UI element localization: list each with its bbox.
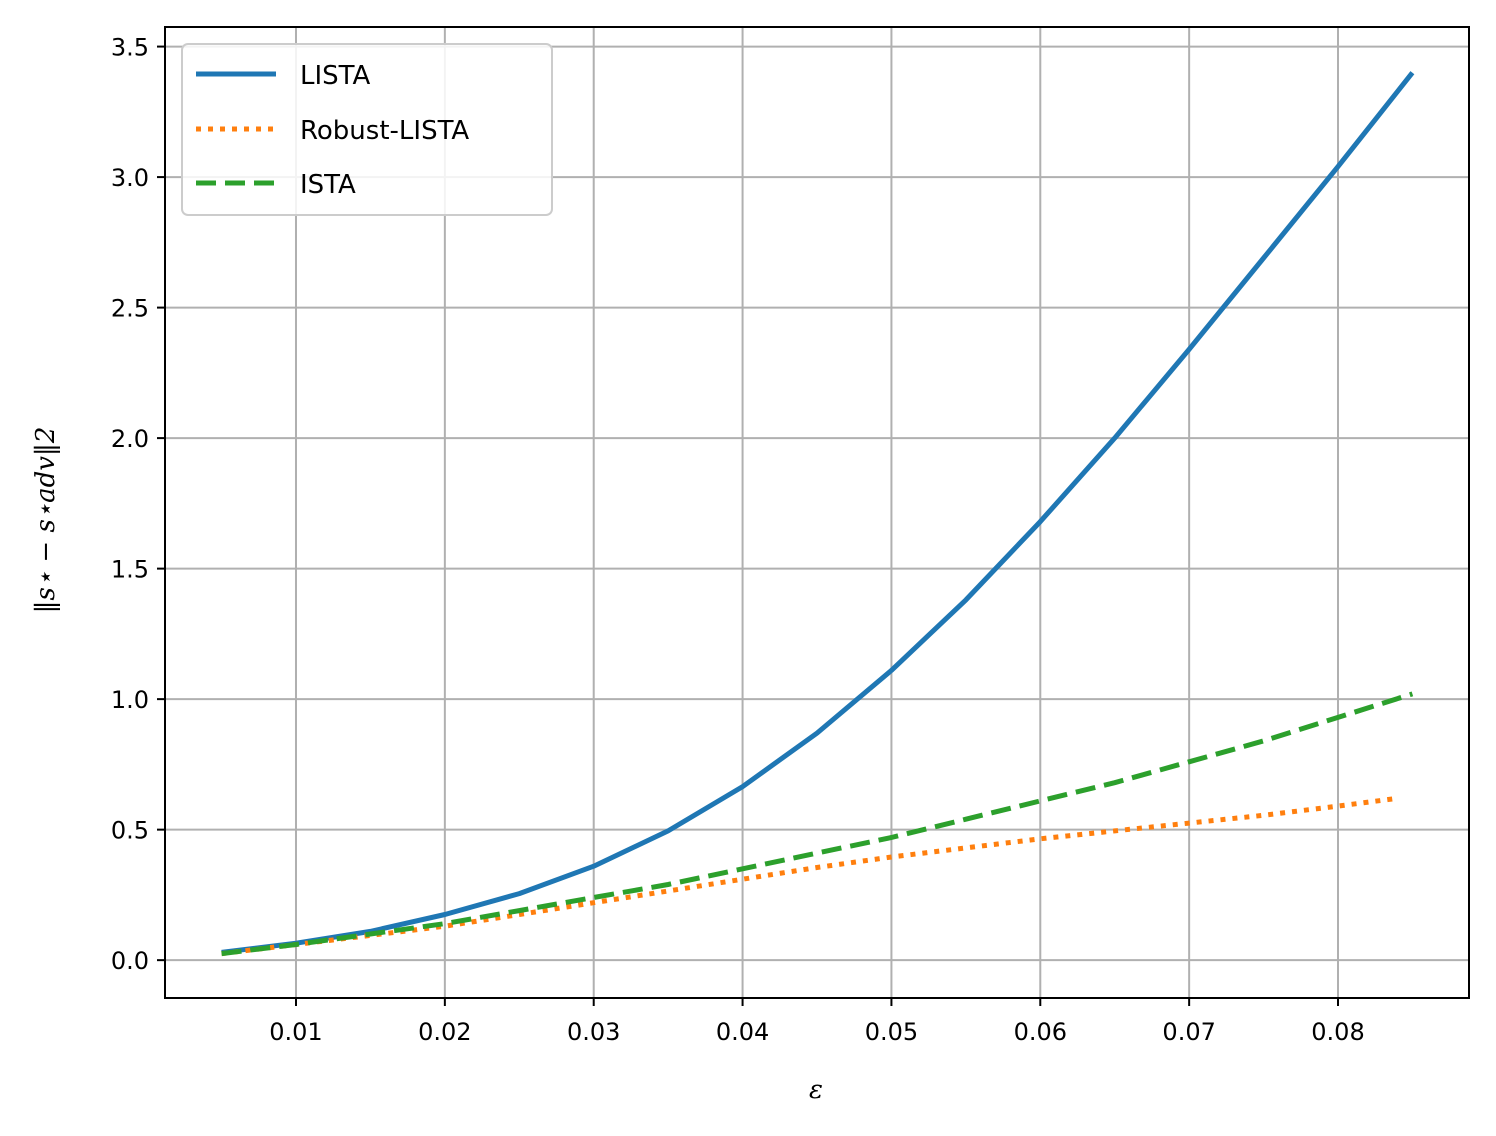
axis-ticks: 0.01 0.02 0.03 0.04 0.05 0.06 0.07 0.08 0.0 0.5 1.…	[111, 34, 1365, 1046]
x-tick-label: 0.05	[865, 1018, 918, 1046]
x-tick-label: 0.01	[269, 1018, 322, 1046]
legend-label-ista: ISTA	[300, 170, 356, 200]
x-tick-label: 0.02	[418, 1018, 471, 1046]
legend: LISTA Robust-LISTA ISTA	[181, 43, 553, 216]
plot-frame	[164, 26, 1470, 999]
x-axis-label: ε	[809, 1075, 823, 1105]
legend-entry-ista: ISTA	[196, 170, 356, 200]
legend-entry-robust-lista: Robust-LISTA	[196, 116, 469, 146]
y-tick-label: 2.0	[111, 425, 149, 453]
x-tick-label: 0.06	[1014, 1018, 1067, 1046]
x-tick-label: 0.07	[1162, 1018, 1215, 1046]
legend-box	[181, 43, 553, 216]
y-axis-label: ‖s⋆ − s⋆adv‖2	[31, 427, 61, 614]
y-tick-label: 0.0	[111, 947, 149, 975]
y-tick-label: 1.0	[111, 686, 149, 714]
x-tick-label: 0.08	[1311, 1018, 1364, 1046]
y-tick-label: 3.5	[111, 34, 149, 62]
series-line-robust-lista	[221, 795, 1398, 957]
y-tick-label: 2.5	[111, 295, 149, 323]
series-line-lista	[221, 71, 1415, 955]
x-tick-label: 0.04	[716, 1018, 769, 1046]
x-tick-label: 0.03	[567, 1018, 620, 1046]
legend-label-robust-lista: Robust-LISTA	[300, 116, 469, 146]
series-lines	[221, 71, 1415, 957]
legend-label-lista: LISTA	[300, 61, 371, 91]
grid-lines	[165, 27, 1469, 998]
legend-entry-lista: LISTA	[196, 61, 371, 91]
y-tick-label: 0.5	[111, 817, 149, 845]
y-tick-label: 1.5	[111, 556, 149, 584]
y-tick-label: 3.0	[111, 164, 149, 192]
